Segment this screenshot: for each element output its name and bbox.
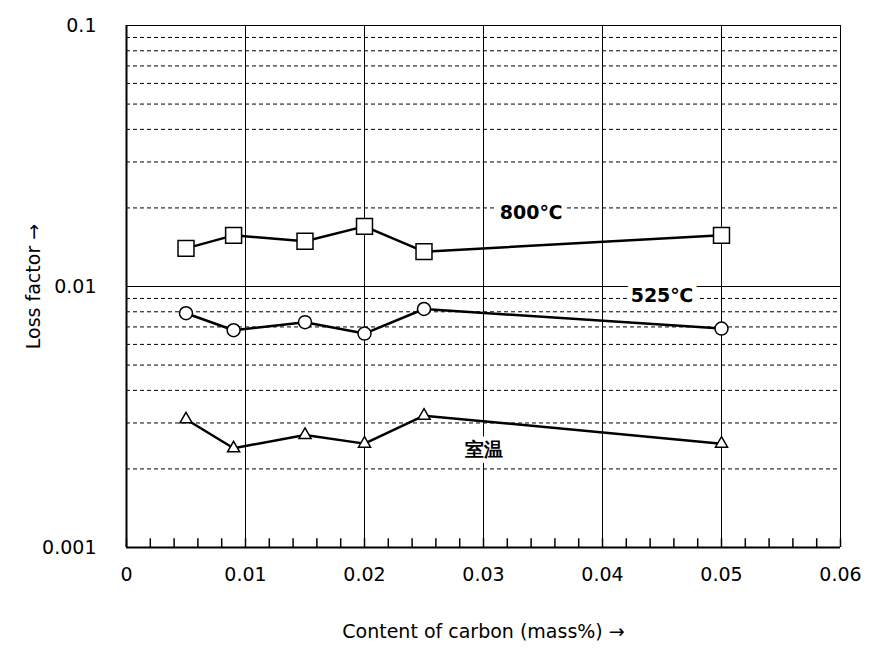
svg-text:0.04: 0.04 [581,563,623,585]
svg-text:0.01: 0.01 [54,275,96,297]
svg-text:0: 0 [120,563,132,585]
svg-text:800℃: 800℃ [500,201,563,223]
svg-text:0.01: 0.01 [224,563,266,585]
svg-text:0.06: 0.06 [819,563,861,585]
svg-text:525℃: 525℃ [631,284,694,306]
svg-text:室温: 室温 [465,438,503,460]
svg-text:0.1: 0.1 [66,14,96,36]
svg-text:0.05: 0.05 [700,563,742,585]
svg-text:0.02: 0.02 [343,563,385,585]
svg-text:Content of carbon (mass%) →: Content of carbon (mass%) → [342,620,624,642]
svg-text:0.03: 0.03 [462,563,504,585]
svg-text:Loss factor →: Loss factor → [22,224,44,349]
svg-text:0.001: 0.001 [42,536,96,558]
